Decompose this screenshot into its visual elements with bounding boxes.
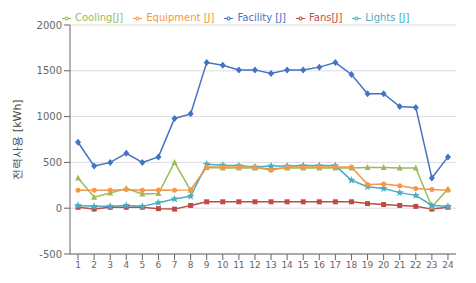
svg-text:19: 19 xyxy=(362,260,374,270)
svg-text:10: 10 xyxy=(217,260,229,270)
svg-text:5: 5 xyxy=(140,260,146,270)
html-text:Facility [J]: Facility [J] xyxy=(237,12,286,23)
svg-text:1500: 1500 xyxy=(37,65,62,76)
html-text:Equipment [J]: Equipment [J] xyxy=(146,12,215,23)
svg-text:20: 20 xyxy=(378,260,390,270)
svg-text:-500: -500 xyxy=(39,249,62,260)
html-text:Cooling[J]: Cooling[J] xyxy=(75,12,124,23)
html-text:Lights [J]: Lights [J] xyxy=(365,12,410,23)
svg-text:1: 1 xyxy=(75,260,81,270)
svg-text:3: 3 xyxy=(107,260,113,270)
svg-text:7: 7 xyxy=(172,260,178,270)
svg-text:22: 22 xyxy=(410,260,421,270)
svg-text:6: 6 xyxy=(156,260,162,270)
svg-text:11: 11 xyxy=(233,260,244,270)
svg-text:2000: 2000 xyxy=(37,20,62,31)
svg-text:8: 8 xyxy=(188,260,194,270)
svg-text:24: 24 xyxy=(442,260,454,270)
svg-text:2: 2 xyxy=(91,260,97,270)
svg-text:15: 15 xyxy=(297,260,308,270)
html-text:Fans[J]: Fans[J] xyxy=(309,12,343,23)
svg-text:23: 23 xyxy=(426,260,437,270)
svg-text:13: 13 xyxy=(265,260,276,270)
svg-text:500: 500 xyxy=(43,157,62,168)
svg-text:16: 16 xyxy=(314,260,326,270)
svg-text:4: 4 xyxy=(123,260,129,270)
svg-text:12: 12 xyxy=(249,260,260,270)
svg-text:17: 17 xyxy=(330,260,341,270)
svg-text:전력사용 [kWh]: 전력사용 [kWh] xyxy=(11,99,24,179)
svg-text:0: 0 xyxy=(56,203,62,214)
svg-text:1000: 1000 xyxy=(37,111,62,122)
svg-text:21: 21 xyxy=(394,260,405,270)
svg-text:14: 14 xyxy=(281,260,293,270)
svg-text:18: 18 xyxy=(346,260,358,270)
svg-text:9: 9 xyxy=(204,260,210,270)
